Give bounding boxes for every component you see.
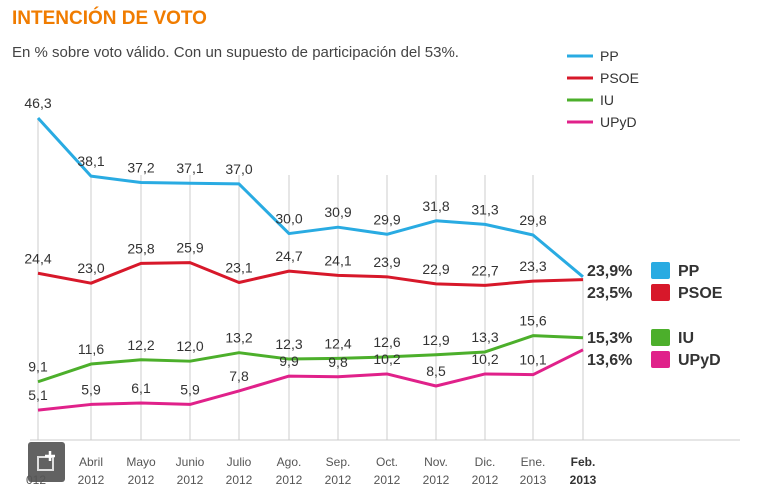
data-label: 22,7	[471, 262, 498, 278]
data-label: 15,6	[519, 313, 546, 329]
data-label: 30,0	[275, 211, 302, 227]
data-label: 24,1	[324, 252, 351, 268]
legend-label: PSOE	[600, 70, 639, 86]
party-logo-icon	[651, 329, 670, 346]
data-label: 23,9	[373, 254, 400, 270]
x-tick-label: 2012	[276, 473, 303, 487]
series-line-psoe	[37, 261, 584, 287]
data-label: 11,6	[78, 341, 104, 357]
expand-icon	[37, 451, 55, 471]
data-label: 25,8	[127, 240, 154, 256]
data-label: 29,9	[373, 211, 400, 227]
data-label: 13,3	[471, 329, 498, 345]
data-label: 31,8	[422, 198, 449, 214]
data-label: 10,1	[519, 352, 546, 368]
x-tick-label: 2012	[325, 473, 352, 487]
series-line-upyd	[37, 348, 584, 412]
final-value-label: 23,9%	[587, 263, 632, 280]
final-party-label: PSOE	[678, 285, 723, 302]
data-label: 37,2	[127, 160, 154, 176]
party-logo-icon	[651, 351, 670, 368]
legend-label: UPyD	[600, 114, 637, 130]
x-tick-label: 2012	[226, 473, 253, 487]
data-label: 12,6	[373, 334, 400, 350]
chart-subtitle: En % sobre voto válido. Con un supuesto …	[12, 44, 459, 61]
x-tick-label: 2012	[423, 473, 450, 487]
data-label: 9,9	[279, 353, 299, 369]
data-label: 9,1	[28, 359, 48, 375]
data-label: 13,2	[225, 330, 252, 346]
data-label: 31,3	[471, 201, 498, 217]
data-label: 5,9	[81, 381, 101, 397]
data-label: 24,4	[24, 250, 51, 266]
x-tick-label: Junio	[176, 455, 205, 469]
expand-image-button[interactable]	[28, 442, 65, 482]
x-tick-label: 2013	[520, 473, 547, 487]
legend-label: IU	[600, 92, 614, 108]
final-party-label: PP	[678, 263, 700, 280]
chart-title: INTENCIÓN DE VOTO	[12, 8, 207, 29]
x-tick-label: Ene.	[521, 455, 546, 469]
data-label: 12,4	[324, 335, 351, 351]
x-tick-label: 2012	[374, 473, 401, 487]
x-tick-label: Dic.	[475, 455, 496, 469]
data-label: 6,1	[131, 380, 151, 396]
data-label: 5,9	[180, 381, 200, 397]
data-label: 12,9	[422, 332, 449, 348]
legend-label: PP	[600, 48, 619, 64]
data-label: 7,8	[229, 368, 249, 384]
x-tick-label: Feb.	[571, 455, 596, 469]
data-label: 23,1	[225, 259, 252, 275]
series-line-pp	[36, 116, 584, 278]
data-label: 24,7	[275, 248, 302, 264]
data-label: 9,8	[328, 354, 348, 370]
data-label: 22,9	[422, 261, 449, 277]
x-tick-label: Sep.	[326, 455, 351, 469]
final-value-label: 13,6%	[587, 352, 632, 369]
data-label: 12,2	[127, 337, 154, 353]
data-label: 10,2	[373, 351, 400, 367]
final-party-label: UPyD	[678, 352, 721, 369]
x-tick-label: 2012	[128, 473, 155, 487]
x-tick-label: Julio	[227, 455, 252, 469]
data-label: 37,0	[225, 161, 252, 177]
data-label: 46,3	[24, 95, 51, 111]
final-value-label: 15,3%	[587, 330, 632, 347]
party-logo-icon	[651, 284, 670, 301]
x-tick-label: Ago.	[277, 455, 302, 469]
data-label: 12,0	[176, 338, 203, 354]
final-value-label: 23,5%	[587, 285, 632, 302]
data-label: 37,1	[176, 160, 203, 176]
data-label: 12,3	[275, 336, 302, 352]
data-label: 8,5	[426, 363, 446, 379]
x-tick-label: 2013	[570, 473, 597, 487]
x-tick-label: Mayo	[126, 455, 156, 469]
x-tick-label: Nov.	[424, 455, 448, 469]
x-tick-label: 2012	[472, 473, 499, 487]
data-label: 5,1	[28, 387, 48, 403]
data-label: 23,0	[77, 260, 104, 276]
x-tick-label: 2012	[78, 473, 105, 487]
data-label: 29,8	[519, 212, 546, 228]
series-line-iu	[37, 334, 584, 384]
data-label: 10,2	[471, 351, 498, 367]
x-tick-label: 2012	[177, 473, 204, 487]
data-label: 25,9	[176, 240, 203, 256]
x-tick-label: Oct.	[376, 455, 398, 469]
data-label: 38,1	[77, 153, 104, 169]
data-label: 30,9	[324, 204, 351, 220]
data-label: 23,3	[519, 258, 546, 274]
x-tick-label: Abril	[79, 455, 103, 469]
final-party-label: IU	[678, 330, 694, 347]
party-logo-icon	[651, 262, 670, 279]
